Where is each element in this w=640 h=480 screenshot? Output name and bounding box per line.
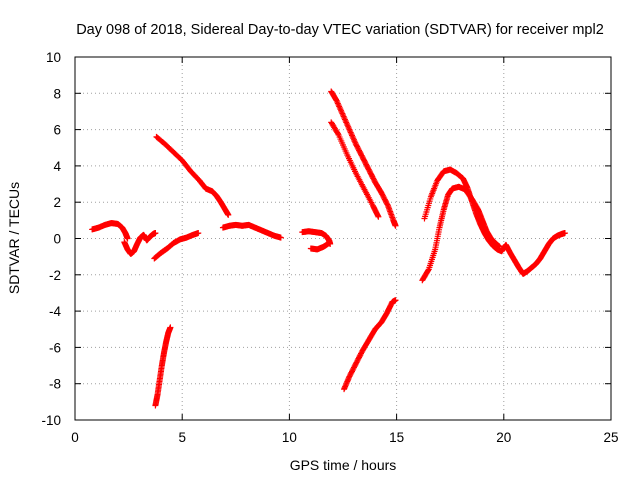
- series-seg-13: [419, 183, 503, 284]
- x-axis-label: GPS time / hours: [290, 457, 397, 473]
- series-seg-1: [89, 220, 131, 242]
- data-point: [225, 211, 232, 218]
- series-seg-10: [328, 119, 382, 220]
- series-seg-4: [153, 133, 232, 218]
- data-point: [334, 130, 341, 137]
- y-tick-label: -4: [49, 304, 61, 319]
- series-seg-11: [341, 297, 399, 393]
- y-tick-label: -10: [41, 413, 61, 428]
- x-tick-label: 20: [496, 430, 511, 445]
- y-tick-label: -8: [49, 377, 61, 392]
- data-point: [195, 230, 202, 237]
- chart-title: Day 098 of 2018, Sidereal Day-to-day VTE…: [76, 22, 604, 38]
- data-point: [425, 267, 432, 274]
- data-point: [392, 297, 399, 304]
- y-axis-label: SDTVAR / TECUs: [6, 182, 22, 294]
- series-seg-5: [152, 324, 174, 409]
- grid-lines: [75, 57, 611, 420]
- axis-ticks: [74, 56, 612, 421]
- data-point: [375, 213, 382, 220]
- series-seg-8: [307, 240, 333, 253]
- x-tick-label: 15: [389, 430, 404, 445]
- y-tick-label: -6: [49, 340, 61, 355]
- data-point: [392, 222, 399, 229]
- data-point: [561, 230, 568, 237]
- x-tick-label: 25: [603, 430, 618, 445]
- data-point: [124, 235, 131, 242]
- x-tick-label: 0: [71, 430, 79, 445]
- y-tick-label: 6: [53, 123, 61, 138]
- y-tick-label: 4: [53, 159, 61, 174]
- data-point: [152, 230, 159, 237]
- x-tick-labels: 0 5 10 15 20 25: [71, 430, 618, 445]
- y-tick-label: -2: [49, 268, 61, 283]
- y-tick-label: 0: [53, 232, 61, 247]
- series-seg-6: [219, 221, 284, 241]
- data-points: [89, 88, 568, 409]
- data-point: [384, 201, 391, 208]
- x-tick-label: 5: [178, 430, 186, 445]
- x-tick-label: 10: [282, 430, 297, 445]
- y-tick-labels: -10 -8 -6 -4 -2 0 2 4 6 8 10: [41, 50, 61, 428]
- y-tick-label: 2: [53, 195, 61, 210]
- series-seg-2: [121, 230, 159, 257]
- series-seg-9: [328, 88, 399, 229]
- series-seg-3: [151, 230, 202, 262]
- y-tick-label: 10: [46, 50, 61, 65]
- data-point: [496, 243, 503, 250]
- data-point: [326, 240, 333, 247]
- data-point: [277, 234, 284, 241]
- data-point: [167, 324, 174, 331]
- y-tick-label: 8: [53, 86, 61, 101]
